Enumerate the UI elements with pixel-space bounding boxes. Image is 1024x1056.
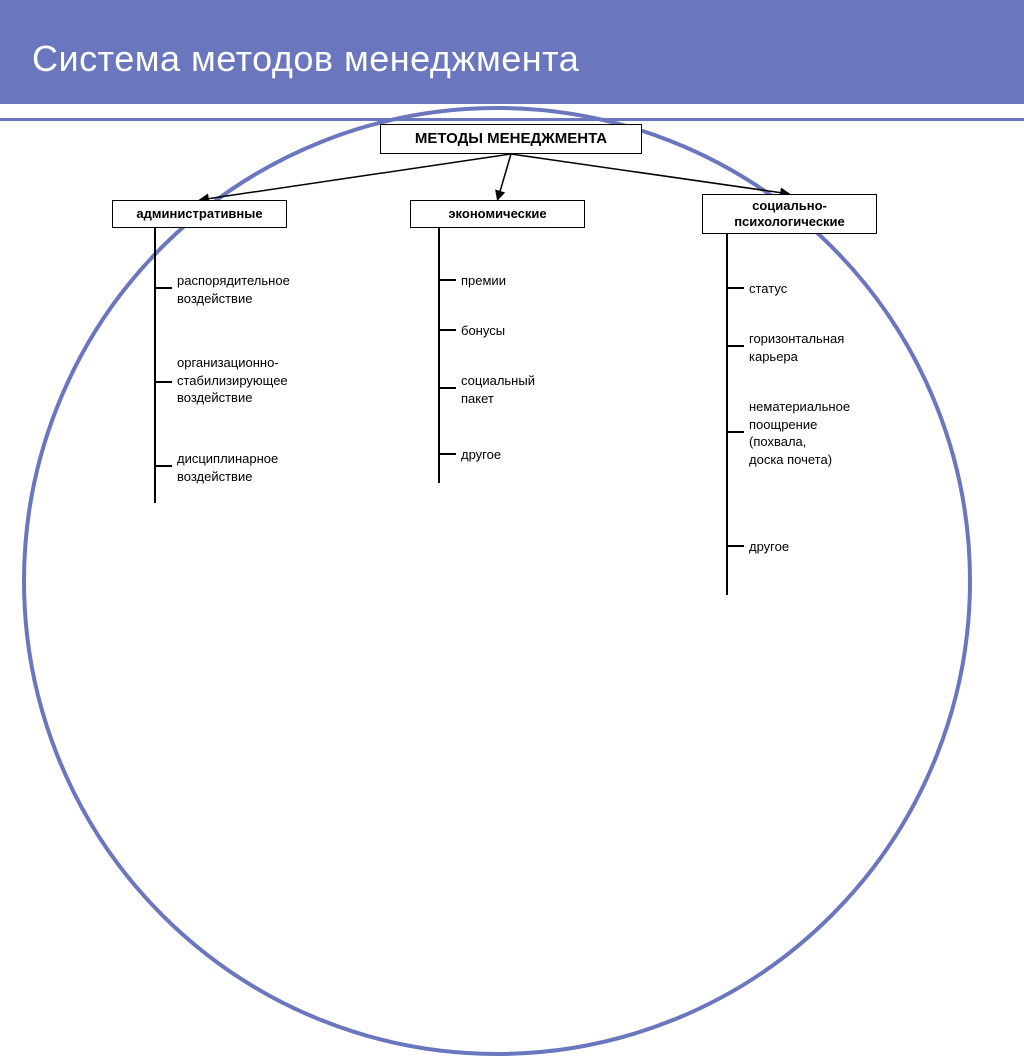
tick-1-1 [438, 329, 456, 331]
root-box: МЕТОДЫ МЕНЕДЖМЕНТА [380, 124, 642, 154]
tick-2-0 [726, 287, 744, 289]
leaf-1-0: премии [461, 272, 506, 290]
category-box-0: административные [112, 200, 287, 228]
slide-title: Система методов менеджмента [32, 38, 579, 80]
stem-cap-0 [154, 501, 156, 503]
leaf-1-2: социальный пакет [461, 372, 535, 407]
tick-1-2 [438, 387, 456, 389]
category-box-2: социально- психологические [702, 194, 877, 234]
stem-cap-1 [438, 481, 440, 483]
tick-1-3 [438, 453, 456, 455]
stem-1 [438, 228, 440, 482]
leaf-1-1: бонусы [461, 322, 505, 340]
leaf-1-3: другое [461, 446, 501, 464]
leaf-0-2: дисциплинарное воздействие [177, 450, 278, 485]
tick-2-1 [726, 345, 744, 347]
stem-0 [154, 228, 156, 502]
tick-0-2 [154, 465, 172, 467]
leaf-2-0: статус [749, 280, 787, 298]
tick-2-2 [726, 431, 744, 433]
header-underline [0, 118, 1024, 121]
tick-1-0 [438, 279, 456, 281]
tick-0-0 [154, 287, 172, 289]
leaf-0-0: распорядительное воздействие [177, 272, 290, 307]
leaf-2-2: нематериальное поощрение (похвала, доска… [749, 398, 850, 468]
category-box-1: экономические [410, 200, 585, 228]
tick-0-1 [154, 381, 172, 383]
tree-diagram: МЕТОДЫ МЕНЕДЖМЕНТА административные распор… [0, 122, 1024, 762]
stem-cap-2 [726, 593, 728, 595]
leaf-2-1: горизонтальная карьера [749, 330, 844, 365]
leaf-2-3: другое [749, 538, 789, 556]
tick-2-3 [726, 545, 744, 547]
leaf-0-1: организационно- стабилизирующее воздейст… [177, 354, 288, 407]
